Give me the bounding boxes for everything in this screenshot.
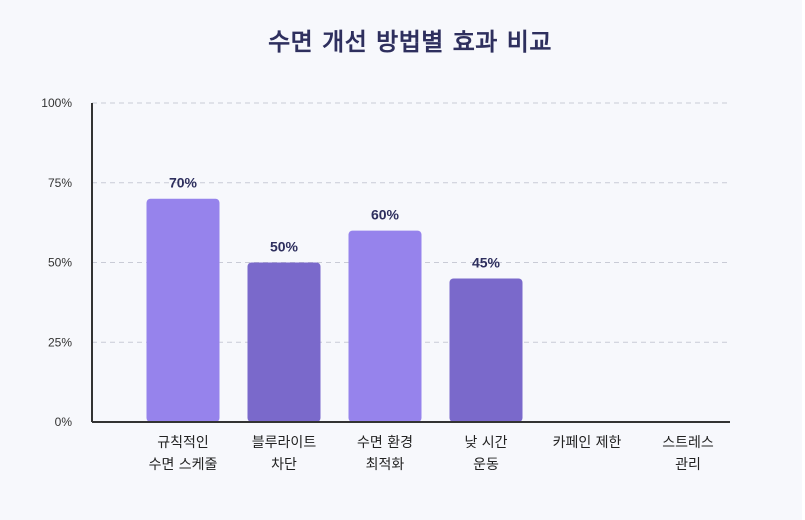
- y-tick-label: 75%: [48, 176, 72, 190]
- bar: [449, 278, 523, 422]
- x-tick-label: 운동: [473, 457, 499, 473]
- x-tick-label: 카페인 제한: [553, 435, 622, 451]
- chart-title: 수면 개선 방법별 효과 비교: [268, 28, 552, 56]
- x-tick-label: 차단: [271, 457, 297, 473]
- bar: [146, 198, 220, 422]
- data-label: 45%: [472, 254, 501, 270]
- bar: [247, 262, 321, 422]
- bar: [348, 230, 422, 422]
- y-tick-label: 50%: [48, 256, 72, 270]
- y-tick-label: 0%: [55, 415, 73, 429]
- y-tick-label: 100%: [41, 96, 72, 110]
- x-tick-label: 규칙적인: [157, 435, 209, 451]
- x-tick-label: 수면 환경: [357, 435, 413, 451]
- x-tick-label: 관리: [675, 457, 701, 473]
- data-label: 70%: [169, 175, 198, 191]
- x-tick-label: 낮 시간: [464, 435, 507, 451]
- x-tick-label: 수면 스케줄: [149, 457, 218, 473]
- y-tick-label: 25%: [48, 335, 72, 349]
- data-label: 60%: [371, 207, 400, 223]
- x-tick-label: 블루라이트: [252, 435, 317, 451]
- x-tick-label: 최적화: [366, 457, 405, 473]
- x-tick-label: 스트레스: [662, 435, 714, 451]
- data-label: 50%: [270, 239, 299, 255]
